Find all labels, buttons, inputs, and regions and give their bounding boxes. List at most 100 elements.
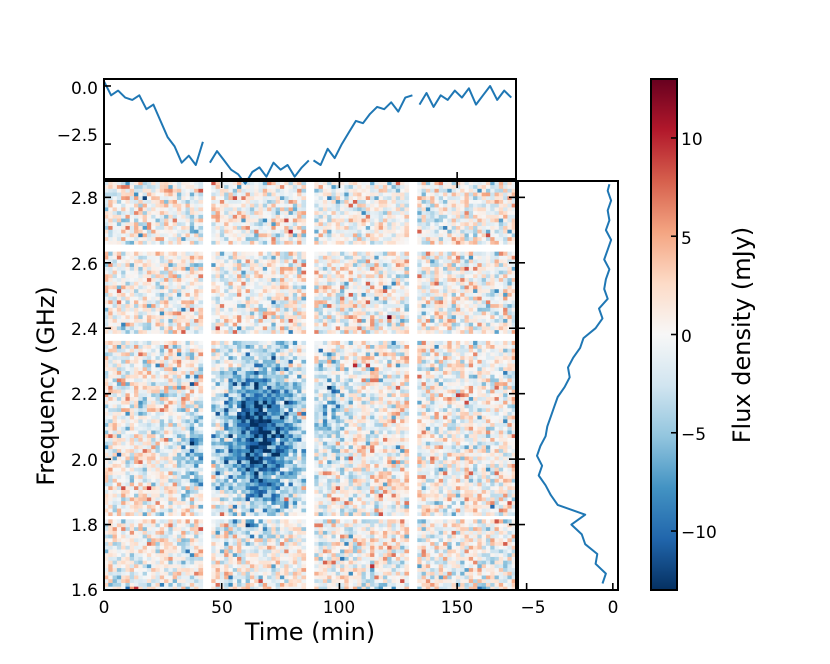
heatmap-cell bbox=[271, 218, 277, 223]
heatmap-cell bbox=[189, 478, 195, 483]
heatmap-cell bbox=[224, 504, 229, 509]
heatmap-cell bbox=[292, 262, 298, 267]
heatmap-cell bbox=[267, 430, 272, 435]
heatmap-cell bbox=[254, 285, 259, 290]
heatmap-cell bbox=[314, 292, 319, 297]
heatmap-cell bbox=[314, 288, 319, 293]
heatmap-cell bbox=[194, 392, 199, 398]
heatmap-cell bbox=[271, 489, 277, 494]
heatmap-cell bbox=[271, 560, 277, 565]
heatmap-cell bbox=[185, 389, 191, 394]
heatmap-cell bbox=[168, 281, 174, 286]
heatmap-cell bbox=[189, 400, 195, 405]
heatmap-cell bbox=[297, 433, 302, 438]
heatmap-cell bbox=[258, 511, 264, 517]
heatmap-cell bbox=[262, 181, 268, 186]
heatmap-cell bbox=[245, 378, 251, 383]
heatmap-cell bbox=[267, 378, 272, 383]
heatmap-cell bbox=[314, 504, 319, 509]
heatmap-cell bbox=[134, 459, 139, 464]
heatmap-cell bbox=[224, 415, 229, 420]
heatmap-cell bbox=[121, 511, 126, 517]
heatmap-cell bbox=[245, 259, 251, 264]
heatmap-cell bbox=[159, 485, 165, 491]
heatmap-cell bbox=[224, 270, 229, 275]
heatmap-cell bbox=[138, 203, 144, 208]
heatmap-cell bbox=[215, 259, 221, 264]
heatmap-cell bbox=[108, 430, 113, 435]
heatmap-cell bbox=[181, 485, 186, 491]
heatmap-cell bbox=[288, 296, 294, 301]
heatmap-cell bbox=[219, 552, 225, 557]
heatmap-cell bbox=[198, 307, 204, 312]
heatmap-cell bbox=[271, 370, 277, 375]
heatmap-cell bbox=[151, 326, 156, 331]
heatmap-cell bbox=[121, 471, 126, 476]
heatmap-cell bbox=[262, 344, 268, 349]
heatmap-cell bbox=[185, 359, 191, 364]
heatmap-cell bbox=[168, 571, 174, 576]
heatmap-cell bbox=[237, 370, 242, 375]
heatmap-cell bbox=[168, 504, 174, 509]
heatmap-cell bbox=[104, 188, 109, 193]
heatmap-cell bbox=[279, 299, 285, 305]
heatmap-cell bbox=[194, 586, 199, 591]
heatmap-cell bbox=[168, 422, 174, 427]
heatmap-cell bbox=[108, 225, 113, 230]
heatmap-cell bbox=[267, 340, 272, 345]
heatmap-cell bbox=[134, 378, 139, 383]
heatmap-cell bbox=[189, 270, 195, 275]
heatmap-cell bbox=[151, 214, 156, 219]
heatmap-cell bbox=[284, 474, 289, 479]
heatmap-cell bbox=[279, 422, 285, 427]
heatmap-cell bbox=[284, 311, 289, 316]
heatmap-cell bbox=[168, 314, 174, 319]
heatmap-cell bbox=[164, 400, 169, 405]
heatmap-cell bbox=[176, 422, 182, 427]
heatmap-cell bbox=[224, 426, 229, 431]
heatmap-cell bbox=[168, 199, 174, 204]
heatmap-cell bbox=[228, 478, 234, 483]
heatmap-cell bbox=[314, 370, 319, 375]
heatmap-cell bbox=[155, 474, 161, 479]
heatmap-cell bbox=[232, 456, 238, 461]
heatmap-cell bbox=[267, 545, 272, 550]
heatmap-cell bbox=[322, 430, 328, 435]
heatmap-cell bbox=[198, 288, 204, 293]
heatmap-cell bbox=[176, 452, 182, 457]
heatmap-cell bbox=[181, 270, 186, 275]
heatmap-cell bbox=[155, 400, 161, 405]
heatmap-cell bbox=[262, 262, 268, 267]
heatmap-cell bbox=[292, 218, 298, 223]
heatmap-cell bbox=[219, 303, 225, 308]
heatmap-cell bbox=[297, 430, 302, 435]
heatmap-cell bbox=[292, 352, 298, 357]
heatmap-cell bbox=[322, 407, 328, 412]
heatmap-cell bbox=[224, 463, 229, 468]
heatmap-cell bbox=[155, 329, 161, 334]
heatmap-cell bbox=[151, 188, 156, 193]
heatmap-cell bbox=[211, 511, 216, 517]
heatmap-cell bbox=[292, 288, 298, 293]
heatmap-cell bbox=[185, 582, 191, 587]
heatmap-cell bbox=[254, 433, 259, 438]
heatmap-cell bbox=[125, 537, 131, 543]
heatmap-cell bbox=[245, 381, 251, 386]
heatmap-cell bbox=[194, 207, 199, 212]
heatmap-cell bbox=[146, 288, 152, 293]
heatmap-cell bbox=[292, 329, 298, 334]
heatmap-cell bbox=[138, 221, 144, 227]
heatmap-cell bbox=[228, 523, 234, 528]
heatmap-cell bbox=[215, 181, 221, 186]
heatmap-cell bbox=[104, 352, 109, 357]
heatmap-cell bbox=[228, 236, 234, 241]
heatmap-cell bbox=[155, 366, 161, 372]
heatmap-cell bbox=[159, 277, 165, 282]
heatmap-cell bbox=[301, 273, 307, 279]
heatmap-cell bbox=[219, 422, 225, 427]
heatmap-cell bbox=[164, 236, 169, 241]
heatmap-cell bbox=[232, 489, 238, 494]
heatmap-cell bbox=[155, 471, 161, 476]
heatmap-cell bbox=[172, 378, 178, 383]
heatmap-cell bbox=[164, 519, 169, 524]
